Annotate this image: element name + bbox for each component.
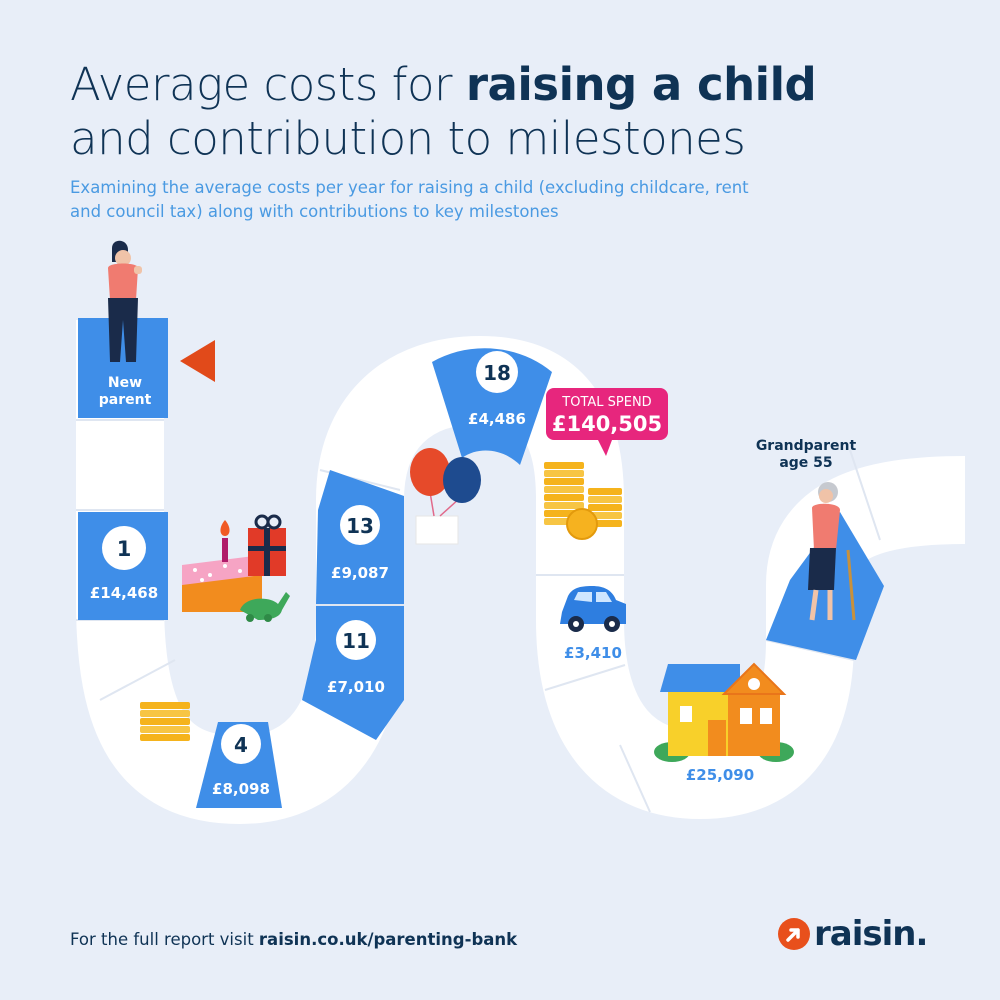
milestone-tile-age-11: 11 £7,010 [302, 606, 404, 740]
raisin-logo: raisin. [778, 912, 928, 956]
milestone-age-18: 18 [483, 361, 511, 385]
car-cost: £3,410 [564, 644, 622, 662]
car-icon [560, 586, 626, 632]
milestone-cost-13: £9,087 [331, 564, 389, 582]
milestone-age-1: 1 [117, 537, 132, 561]
birthday-cake-icon [182, 520, 262, 612]
page-title: Average costs for raising a child and co… [70, 58, 970, 166]
milestone-tile-age-18: 18 £4,486 [432, 348, 552, 465]
total-spend-label: TOTAL SPEND [561, 395, 651, 410]
milestone-cost-18: £4,486 [468, 410, 526, 428]
milestone-age-11: 11 [342, 629, 370, 653]
end-label-line2: age 55 [779, 455, 832, 471]
title-line2: and contribution to milestones [70, 112, 746, 165]
milestone-age-4: 4 [234, 733, 248, 757]
coin-stack-icon [140, 702, 190, 741]
milestone-tile-age-13: 13 £9,087 [316, 470, 404, 604]
gift-icon [248, 514, 286, 576]
balloons-icon [410, 448, 481, 545]
footer-prefix: For the full report visit [70, 930, 259, 949]
raisin-logo-text: raisin. [814, 914, 928, 954]
milestone-cost-11: £7,010 [327, 678, 385, 696]
coin-tower-icon [544, 462, 622, 540]
milestone-tile-age-4: 4 £8,098 [196, 722, 282, 808]
milestone-tile-age-1: 1 £14,468 [78, 512, 168, 620]
end-label-line1: Grandparent [756, 438, 857, 454]
total-spend-value: £140,505 [552, 412, 662, 436]
raisin-logo-icon [778, 918, 810, 950]
grandparent-figure-icon [808, 482, 856, 621]
start-label-line1: New [108, 375, 142, 391]
parent-figure-icon [108, 240, 142, 362]
start-tile: New parent [78, 318, 168, 418]
house-cost: £25,090 [686, 766, 754, 784]
title-line1-bold: raising a child [465, 58, 817, 111]
milestone-cost-1: £14,468 [90, 584, 158, 602]
house-icon [654, 662, 794, 762]
report-link[interactable]: raisin.co.uk/parenting-bank [258, 930, 518, 949]
start-label-line2: parent [99, 392, 152, 408]
footer-note: For the full report visit raisin.co.uk/p… [70, 930, 517, 949]
flag-icon [180, 340, 215, 382]
page-subtitle: Examining the average costs per year for… [70, 178, 749, 221]
dinosaur-toy-icon [240, 592, 290, 622]
milestone-cost-4: £8,098 [212, 780, 270, 798]
total-spend-callout: TOTAL SPEND £140,505 [546, 388, 668, 456]
milestone-age-13: 13 [346, 514, 374, 538]
title-line1-prefix: Average costs for [70, 58, 466, 111]
